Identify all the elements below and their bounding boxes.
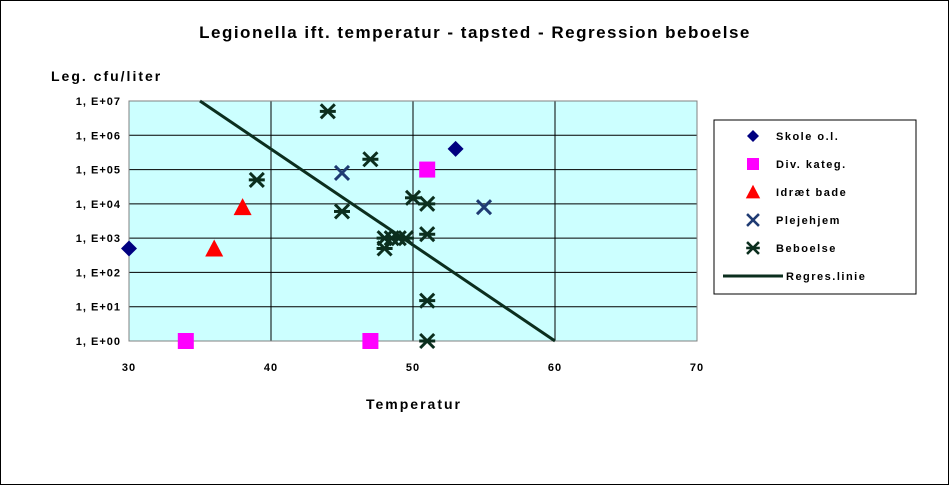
point-beboelse [419, 195, 436, 212]
legend-marker-shape [745, 184, 761, 199]
legend-marker-idræt-bade [745, 184, 761, 199]
y-tick-label: 1, E+02 [76, 267, 121, 279]
plot-area [128, 100, 698, 342]
x-axis-title: Temperatur [366, 396, 462, 412]
legend: Skole o.l. Div. kateg. Idræt bade Plejehjem… [713, 119, 917, 295]
point-div-kateg [177, 333, 194, 349]
y-tick-label: 1, E+03 [76, 233, 121, 245]
chart-title: Legionella ift. temperatur - tapsted - R… [199, 23, 751, 42]
point-beboelse [248, 171, 265, 188]
point-div-kateg [419, 161, 436, 178]
legend-label: Idræt bade [776, 187, 847, 199]
legend-box [713, 119, 917, 295]
point-skole-o-l [121, 240, 137, 257]
x-tick-label: 50 [406, 362, 420, 374]
point-beboelse [333, 203, 351, 220]
y-tick-label: 1, E+00 [76, 336, 121, 348]
point-beboelse [404, 189, 422, 206]
point-plejehjem [333, 164, 351, 181]
point-beboelse [419, 292, 436, 309]
legend-label: Skole o.l. [776, 131, 839, 143]
x-tick-label: 60 [548, 362, 562, 374]
y-tick-label: 1, E+07 [76, 96, 121, 108]
point-plejehjem [475, 199, 493, 216]
x-tick-label: 70 [690, 362, 704, 374]
y-axis-ticks: 1, E+00 1, E+01 1, E+02 1, E+03 1, E+04 1, E+… [76, 96, 121, 348]
legend-marker-skole-o-l [747, 130, 759, 142]
series-layer [121, 99, 556, 350]
point-beboelse [419, 332, 436, 350]
point-idræt-bade [233, 198, 252, 216]
point-beboelse [376, 240, 393, 257]
point-idræt-bade [205, 239, 224, 257]
point-div-kateg [362, 333, 379, 349]
legend-marker-shape [747, 158, 759, 170]
x-axis-ticks: 30 40 50 60 70 [122, 362, 704, 374]
point-beboelse [419, 226, 436, 243]
y-axis-title: Leg. cfu/liter [51, 68, 162, 84]
legend-label: Beboelse [776, 243, 837, 255]
legend-marker-beboelse [746, 241, 760, 255]
legend-marker-div-kateg [747, 158, 759, 170]
point-beboelse [362, 151, 379, 168]
legend-marker-plejehjem [746, 213, 760, 227]
legend-marker-shape [747, 130, 759, 142]
legend-label: Regres.linie [786, 271, 866, 283]
y-tick-label: 1, E+06 [76, 130, 121, 142]
x-tick-label: 30 [122, 362, 136, 374]
point-beboelse [319, 103, 336, 120]
x-tick-label: 40 [264, 362, 278, 374]
y-tick-label: 1, E+01 [76, 302, 121, 314]
legend-marker-shape [746, 241, 760, 255]
legend-label: Plejehjem [776, 215, 841, 227]
legend-marker-shape [746, 213, 760, 227]
regression-line [199, 99, 556, 343]
plot-border [128, 100, 698, 342]
legend-label: Div. kateg. [776, 159, 847, 171]
point-skole-o-l [447, 140, 464, 157]
y-tick-label: 1, E+05 [76, 165, 121, 177]
y-tick-label: 1, E+04 [76, 199, 121, 211]
